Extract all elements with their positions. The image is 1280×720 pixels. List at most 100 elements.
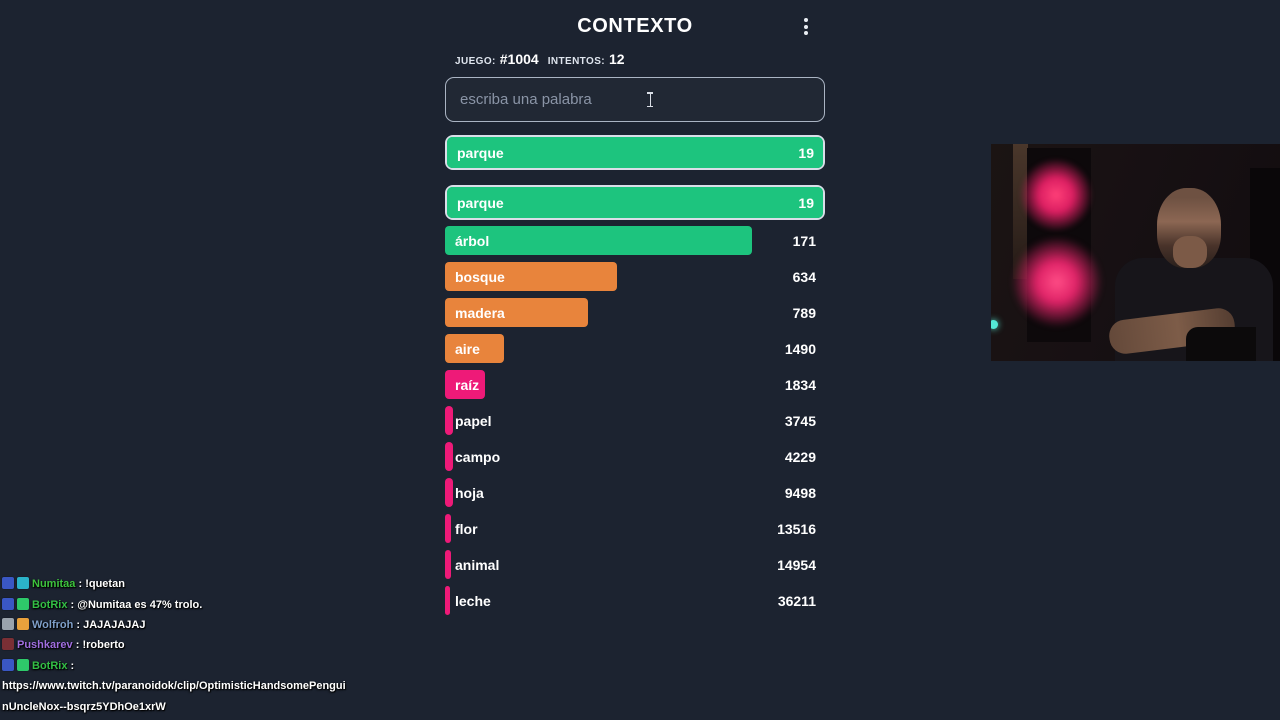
guess-row: animal 14954 bbox=[445, 550, 825, 579]
guess-rank: 36211 bbox=[777, 592, 816, 609]
pink-led-glow bbox=[1019, 158, 1093, 232]
chat-message: BotRix : bbox=[2, 656, 402, 676]
guess-word: campo bbox=[455, 448, 501, 465]
guess-row: bosque 634 bbox=[445, 262, 825, 291]
chat-username[interactable]: BotRix bbox=[32, 659, 68, 672]
similarity-bar bbox=[447, 187, 823, 218]
attempts-value: 12 bbox=[609, 51, 625, 67]
chat-message: nUncleNox--bsqrz5YDhOe1xrW bbox=[2, 697, 402, 717]
chat-text: !quetan bbox=[85, 578, 125, 591]
webcam-shadow bbox=[1186, 327, 1256, 361]
chat-badge-icon bbox=[2, 577, 14, 590]
guess-word: madera bbox=[455, 304, 505, 321]
chat-text: https://www.twitch.tv/paranoidok/clip/Op… bbox=[2, 680, 346, 693]
similarity-bar bbox=[445, 478, 453, 507]
guess-list: parque 19 árbol 171 bosque 634 madera 789 aire 14… bbox=[445, 185, 825, 615]
guess-word: bosque bbox=[455, 268, 505, 285]
similarity-bar bbox=[445, 550, 452, 579]
chat-text: JAJAJAJAJ bbox=[83, 618, 146, 631]
guess-row: madera 789 bbox=[445, 298, 825, 327]
chat-separator: : bbox=[75, 578, 86, 591]
guess-word: papel bbox=[455, 412, 492, 429]
chat-overlay: Numitaa : !quetan BotRix : @Numitaa es 47… bbox=[2, 574, 402, 717]
guess-rank: 3745 bbox=[784, 412, 816, 429]
guess-word: raíz bbox=[455, 376, 480, 393]
kebab-menu-icon[interactable] bbox=[799, 18, 813, 35]
chat-message: Pushkarev : !roberto bbox=[2, 635, 402, 655]
similarity-bar bbox=[445, 262, 617, 291]
chat-separator: : bbox=[72, 639, 83, 652]
game-header: CONTEXTO bbox=[445, 0, 825, 38]
guess-rank: 171 bbox=[792, 232, 816, 249]
guess-row: leche 36211 bbox=[445, 586, 825, 615]
guess-rank: 14954 bbox=[777, 556, 816, 573]
guess-rank: 13516 bbox=[777, 520, 816, 537]
chat-badge-icon bbox=[2, 658, 14, 671]
guess-row: aire 1490 bbox=[445, 334, 825, 363]
word-input-wrap bbox=[445, 77, 825, 122]
chat-message: Wolfroh : JAJAJAJAJ bbox=[2, 615, 402, 635]
guess-row: campo 4229 bbox=[445, 442, 825, 471]
similarity-bar bbox=[445, 370, 486, 399]
similarity-bar bbox=[445, 586, 451, 615]
guess-rank: 789 bbox=[792, 304, 816, 321]
similarity-bar bbox=[445, 514, 452, 543]
chat-badge-icon bbox=[2, 638, 14, 651]
guess-word: hoja bbox=[455, 484, 484, 501]
similarity-bar bbox=[445, 298, 588, 327]
text-cursor-icon bbox=[646, 92, 654, 107]
game-number-value: #1004 bbox=[499, 51, 539, 67]
chat-message: BotRix : @Numitaa es 47% trolo. bbox=[2, 595, 402, 615]
game-number-label: JUEGO: bbox=[455, 56, 496, 67]
guess-rank: 19 bbox=[798, 194, 814, 211]
guess-word: leche bbox=[455, 592, 491, 609]
guess-row: hoja 9498 bbox=[445, 478, 825, 507]
guess-rank: 1834 bbox=[784, 376, 816, 393]
last-guess-row: parque 19 bbox=[445, 135, 825, 170]
chat-badge-icon bbox=[17, 658, 29, 671]
guess-row: parque 19 bbox=[445, 135, 825, 170]
guess-rank: 1490 bbox=[784, 340, 816, 357]
chat-badge-icon bbox=[2, 617, 14, 630]
pink-led-glow bbox=[1011, 236, 1103, 328]
guess-row: árbol 171 bbox=[445, 226, 825, 255]
chat-username[interactable]: Wolfroh bbox=[32, 618, 74, 631]
streamer-hand bbox=[1173, 236, 1207, 268]
chat-username[interactable]: Pushkarev bbox=[17, 639, 73, 652]
guess-word: animal bbox=[455, 556, 500, 573]
chat-badge-icon bbox=[17, 597, 29, 610]
guess-rank: 634 bbox=[792, 268, 816, 285]
chat-message: https://www.twitch.tv/paranoidok/clip/Op… bbox=[2, 676, 402, 696]
chat-username[interactable]: BotRix bbox=[32, 598, 68, 611]
chat-text: nUncleNox--bsqrz5YDhOe1xrW bbox=[2, 700, 166, 713]
chat-separator: : bbox=[73, 618, 84, 631]
guess-rank: 19 bbox=[798, 144, 814, 161]
similarity-bar bbox=[445, 226, 752, 255]
guess-rank: 9498 bbox=[784, 484, 816, 501]
similarity-bar bbox=[445, 334, 505, 363]
guess-word: árbol bbox=[455, 232, 490, 249]
guess-row: parque 19 bbox=[445, 185, 825, 220]
page-title: CONTEXTO bbox=[577, 15, 693, 37]
similarity-bar bbox=[447, 137, 823, 168]
guess-row: papel 3745 bbox=[445, 406, 825, 435]
guess-row: flor 13516 bbox=[445, 514, 825, 543]
attempts-label: INTENTOS: bbox=[547, 56, 605, 67]
guess-row: raíz 1834 bbox=[445, 370, 825, 399]
chat-badge-icon bbox=[2, 597, 14, 610]
chat-badge-icon bbox=[17, 577, 29, 590]
guess-word: parque bbox=[457, 144, 504, 161]
guess-word: flor bbox=[455, 520, 478, 537]
similarity-bar bbox=[445, 406, 454, 435]
similarity-bar bbox=[445, 442, 454, 471]
guess-word: aire bbox=[455, 340, 480, 357]
cyan-led-dot bbox=[991, 320, 998, 329]
chat-separator: : bbox=[67, 659, 75, 672]
contexto-app: CONTEXTO JUEGO: #1004 INTENTOS: 12 parqu… bbox=[445, 0, 825, 622]
webcam-overlay bbox=[991, 144, 1280, 361]
guess-rank: 4229 bbox=[784, 448, 816, 465]
chat-badge-icon bbox=[17, 617, 29, 630]
chat-text: !roberto bbox=[82, 639, 125, 652]
chat-username[interactable]: Numitaa bbox=[32, 578, 76, 591]
word-input[interactable] bbox=[445, 77, 825, 122]
